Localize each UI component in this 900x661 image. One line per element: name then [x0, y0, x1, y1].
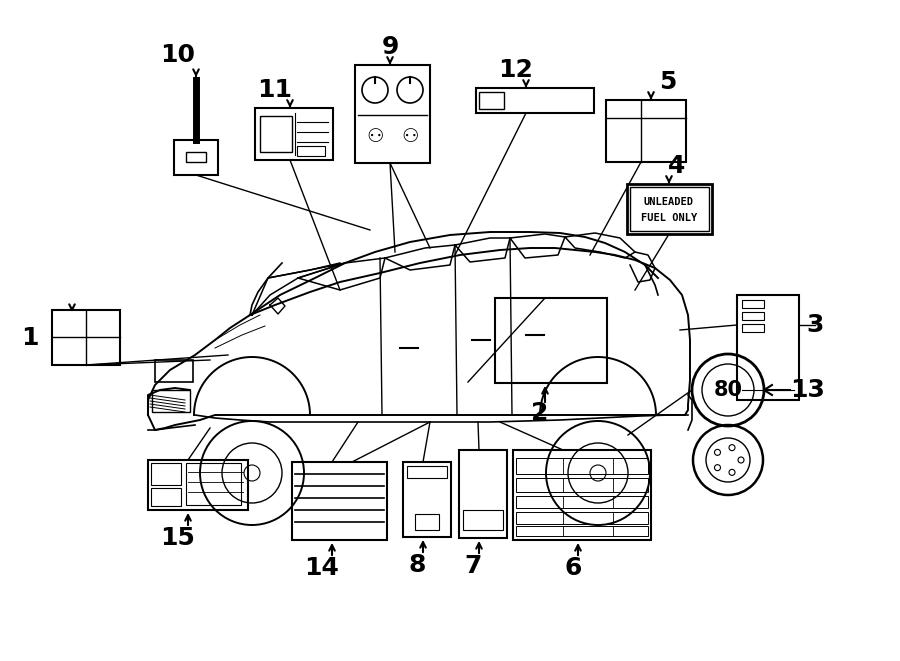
Bar: [260, 116, 292, 152]
Text: 3: 3: [806, 313, 824, 337]
Bar: [742, 300, 764, 308]
Text: UNLEADED: UNLEADED: [644, 197, 694, 207]
Text: 10: 10: [160, 43, 195, 67]
Bar: [52, 310, 120, 365]
Text: 14: 14: [304, 556, 339, 580]
Bar: [186, 463, 241, 505]
Bar: [407, 466, 447, 478]
Bar: [155, 360, 193, 382]
Bar: [148, 460, 248, 510]
Bar: [292, 462, 387, 540]
Text: 11: 11: [257, 78, 292, 102]
Bar: [606, 100, 686, 162]
Bar: [513, 450, 651, 540]
Text: ⚇: ⚇: [401, 128, 419, 147]
Bar: [516, 478, 648, 492]
Bar: [495, 298, 607, 383]
Bar: [459, 450, 507, 538]
Bar: [174, 140, 218, 175]
Text: 1: 1: [22, 326, 39, 350]
Bar: [516, 496, 648, 508]
Bar: [627, 184, 712, 234]
Bar: [355, 65, 430, 163]
Bar: [737, 295, 799, 400]
Text: 2: 2: [531, 401, 549, 425]
Text: 9: 9: [382, 35, 399, 59]
Text: 5: 5: [660, 70, 677, 94]
Bar: [151, 463, 181, 485]
Bar: [630, 187, 709, 231]
Bar: [151, 488, 181, 506]
Text: ⚇: ⚇: [366, 128, 383, 147]
Text: 15: 15: [160, 526, 195, 550]
Bar: [476, 88, 594, 113]
Bar: [516, 526, 648, 536]
Text: 8: 8: [409, 553, 426, 577]
Bar: [152, 390, 190, 412]
Bar: [516, 458, 648, 474]
Bar: [463, 510, 503, 530]
Text: 13: 13: [790, 378, 825, 402]
Bar: [186, 152, 206, 162]
Text: 6: 6: [564, 556, 581, 580]
Text: 80: 80: [714, 380, 742, 400]
Bar: [742, 312, 764, 320]
Bar: [742, 324, 764, 332]
Bar: [297, 146, 325, 156]
Bar: [479, 92, 504, 109]
Text: FUEL ONLY: FUEL ONLY: [641, 213, 698, 223]
Bar: [415, 514, 439, 530]
Bar: [516, 512, 648, 524]
Bar: [403, 462, 451, 537]
Text: 7: 7: [464, 554, 482, 578]
Bar: [255, 108, 333, 160]
Text: 4: 4: [669, 154, 686, 178]
Text: 12: 12: [499, 58, 534, 82]
